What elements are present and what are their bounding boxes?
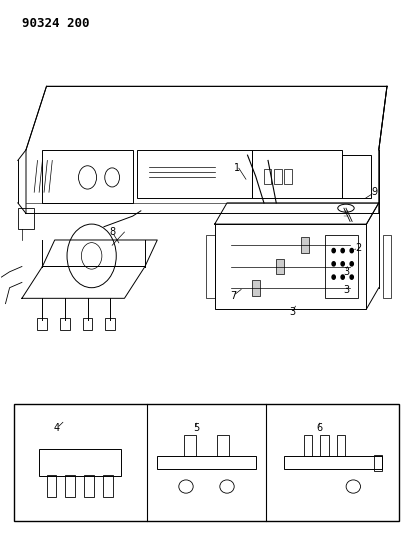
Bar (276, 259, 285, 274)
Bar (105, 318, 115, 330)
Circle shape (332, 275, 335, 279)
Bar (217, 434, 229, 456)
Text: 7: 7 (230, 290, 236, 301)
Bar (215, 224, 366, 309)
Bar (337, 434, 345, 456)
Bar (285, 169, 292, 184)
Bar (320, 434, 329, 456)
Bar (301, 237, 309, 253)
Bar (284, 456, 382, 469)
Bar (47, 475, 57, 497)
Bar (184, 434, 196, 456)
Bar (38, 318, 47, 330)
Text: 2: 2 (355, 243, 361, 253)
Bar (383, 235, 391, 298)
Text: 6: 6 (316, 423, 323, 433)
Bar (252, 280, 260, 296)
Bar (60, 318, 70, 330)
Bar (137, 150, 252, 198)
Text: 9: 9 (372, 187, 378, 197)
Bar (252, 150, 342, 198)
Text: 3: 3 (343, 285, 349, 295)
Text: 3: 3 (343, 267, 349, 277)
Circle shape (350, 275, 354, 279)
Circle shape (350, 248, 354, 253)
Circle shape (350, 262, 354, 266)
Bar (18, 208, 34, 229)
Text: 4: 4 (54, 423, 60, 433)
Circle shape (341, 275, 344, 279)
Bar (43, 150, 133, 203)
Text: 3: 3 (290, 306, 296, 317)
Bar (39, 449, 121, 476)
Bar (14, 405, 399, 521)
Bar (325, 235, 358, 298)
Bar (304, 434, 312, 456)
Circle shape (332, 248, 335, 253)
Text: 5: 5 (193, 423, 199, 433)
Bar (157, 456, 256, 469)
Circle shape (341, 262, 344, 266)
Bar (103, 475, 113, 497)
Circle shape (341, 248, 344, 253)
Bar (264, 169, 271, 184)
Bar (83, 318, 93, 330)
Bar (65, 475, 75, 497)
Circle shape (332, 262, 335, 266)
Bar (274, 169, 282, 184)
Bar (84, 475, 94, 497)
Bar (374, 455, 382, 471)
Bar (206, 235, 215, 298)
Text: 8: 8 (109, 227, 115, 237)
Text: 90324 200: 90324 200 (22, 17, 89, 30)
Text: 1: 1 (234, 164, 240, 173)
Bar (342, 155, 370, 198)
